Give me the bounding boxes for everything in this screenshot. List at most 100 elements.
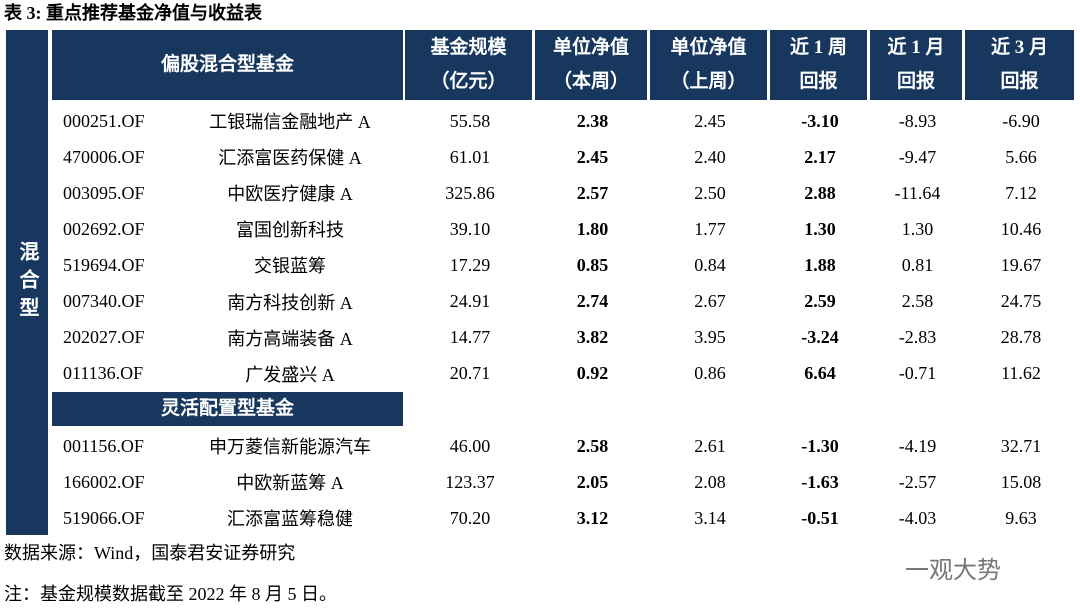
table-cell: 166002.OF [63, 471, 145, 492]
table-cell: 0.84 [694, 254, 726, 275]
table-cell: 2.58 [576, 435, 609, 456]
table-cell: 1.88 [804, 254, 836, 275]
table-cell: 广发盛兴 A [245, 364, 335, 385]
table-cell: 2.57 [576, 182, 609, 203]
table-cell: -0.71 [898, 363, 937, 384]
table-cell: 3.14 [694, 507, 726, 528]
table-cell: 2.08 [694, 471, 726, 492]
header-line: 近 3 月 [990, 37, 1048, 58]
table-cell: 1.30 [804, 218, 836, 239]
table-cell: 24.75 [1000, 291, 1042, 311]
header-line: 回报 [896, 71, 935, 92]
table-cell: 2.40 [694, 146, 726, 167]
table-cell: 中欧新蓝筹 A [236, 473, 344, 494]
table-cell: 1.30 [901, 218, 934, 239]
table-cell: 汇添富蓝筹稳健 [227, 509, 353, 530]
header-line: 基金规模 [430, 37, 507, 58]
table-cell: 2.50 [694, 182, 726, 203]
table-cell: 001156.OF [63, 435, 144, 456]
table-cell: -1.63 [801, 471, 839, 492]
table-cell: -6.90 [1002, 110, 1040, 131]
table-cell: 123.37 [445, 471, 495, 492]
column-header: 近 3 月回报 [965, 30, 1074, 100]
footnote: 注：基金规模数据截至 2022 年 8 月 5 日。 [4, 584, 337, 604]
table-cell: -8.93 [898, 110, 937, 131]
table-cell: 3.95 [694, 327, 726, 348]
table-cell: 2.61 [694, 435, 726, 456]
table-cell: 0.85 [576, 254, 609, 275]
table-cell: 交银蓝筹 [254, 256, 326, 277]
table-cell: 申万菱信新能源汽车 [209, 437, 371, 457]
table-cell: 46.00 [449, 435, 491, 456]
header-line: 单位净值 [670, 37, 747, 58]
table-cell: -2.83 [898, 327, 937, 348]
table-cell: 19.67 [1000, 254, 1042, 275]
table-cell: 2.38 [576, 110, 609, 131]
table-cell: 5.66 [1005, 146, 1037, 167]
table-cell: 003095.OF [63, 182, 145, 203]
table-cell: 7.12 [1005, 182, 1037, 203]
column-header: 单位净值 （上周） [650, 30, 767, 100]
column-header: 近 1 月回报 [870, 30, 962, 100]
table-cell: 20.71 [449, 363, 491, 384]
table-cell: 325.86 [445, 182, 495, 203]
table-cell: 519066.OF [63, 507, 145, 528]
table-cell: 2.59 [804, 291, 836, 311]
table-cell: 007340.OF [63, 291, 145, 311]
table-cell: 2.17 [804, 146, 836, 167]
table-cell: 519694.OF [63, 254, 145, 275]
header-line: 单位净值 [552, 37, 629, 58]
header-line: （上周） [670, 71, 747, 92]
table-cell: 14.77 [449, 327, 491, 348]
table-cell: 1.77 [694, 218, 726, 239]
table-cell: -11.64 [894, 182, 941, 203]
source-note: 数据来源：Wind，国泰君安证券研究 [4, 543, 296, 563]
table-cell: 工银瑞信金融地产 A [209, 112, 371, 132]
table-cell: 3.82 [576, 327, 609, 348]
table-cell: 15.08 [1000, 471, 1042, 492]
group-label: 混合型 [6, 30, 48, 535]
table-cell: 11.62 [1001, 363, 1041, 384]
table-cell: 61.01 [449, 146, 491, 167]
table-cell: 28.78 [1000, 327, 1042, 348]
table-cell: 2.67 [694, 291, 726, 311]
table-cell: 000251.OF [63, 110, 145, 131]
table-cell: 9.63 [1005, 507, 1037, 528]
table-cell: 2.45 [694, 110, 726, 131]
table-cell: 2.45 [576, 146, 609, 167]
table-cell: 3.12 [576, 507, 609, 528]
table-title: 表 3: 重点推荐基金净值与收益表 [4, 3, 262, 23]
header-line: 回报 [1000, 71, 1039, 92]
table-cell: 32.71 [1000, 435, 1042, 456]
header-line: 近 1 周 [789, 37, 847, 58]
table-cell: -3.10 [801, 110, 839, 131]
table-cell: 70.20 [449, 507, 491, 528]
table-cell: 0.81 [901, 254, 934, 275]
table-cell: 0.92 [576, 363, 609, 384]
table-cell: 2.58 [901, 291, 934, 311]
table-cell: -9.47 [898, 146, 937, 167]
table-cell: 39.10 [449, 218, 491, 239]
table-cell: 24.91 [449, 291, 491, 311]
table-cell: 中欧医疗健康 A [227, 184, 353, 205]
table-cell: 2.74 [576, 291, 609, 311]
table-cell: -4.19 [898, 435, 937, 456]
table-cell: -2.57 [898, 471, 937, 492]
table-cell: 富国创新科技 [236, 220, 344, 241]
table-cell: 470006.OF [63, 146, 145, 167]
watermark: 一观大势 [905, 556, 1001, 584]
table-cell: -0.51 [801, 507, 839, 528]
table-cell: 南方科技创新 A [227, 292, 353, 313]
column-header: 基金规模 （亿元） [405, 30, 532, 100]
table-cell: -4.03 [898, 507, 937, 528]
table-cell: 0.86 [694, 363, 726, 384]
table-cell: 南方高端装备 A [227, 328, 353, 349]
table-cell: 002692.OF [63, 218, 145, 239]
header-line: （亿元） [430, 71, 507, 92]
table-cell: 17.29 [449, 254, 491, 275]
table-cell: -1.30 [801, 435, 839, 456]
table-cell: 1.80 [576, 218, 609, 239]
table-cell: 011136.OF [63, 363, 144, 384]
column-header: 近 1 周回报 [770, 30, 867, 100]
